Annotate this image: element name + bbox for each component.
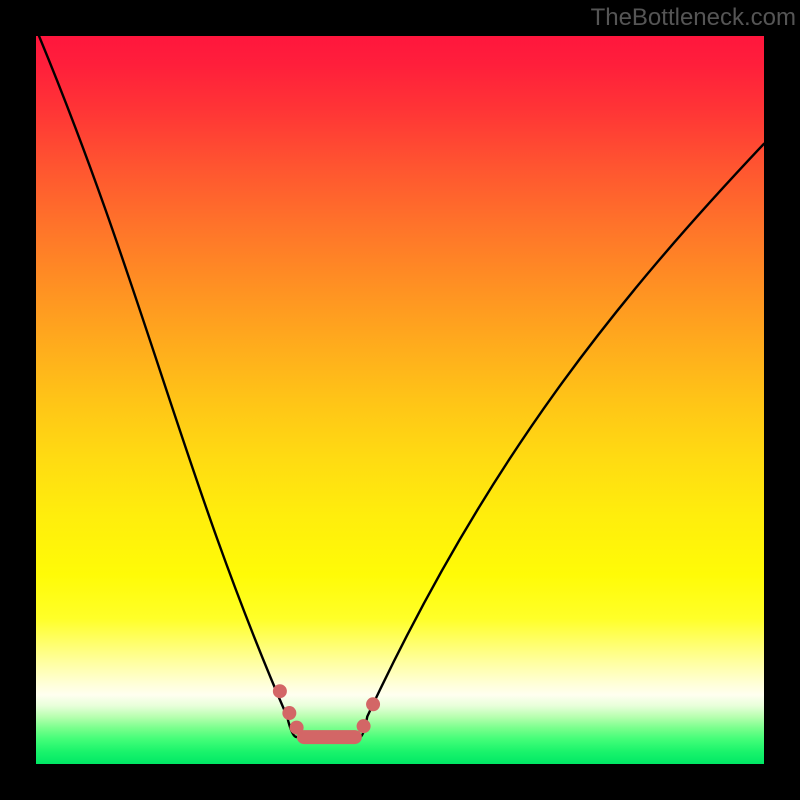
- valley-marker: [273, 684, 380, 737]
- bottleneck-curve: [36, 36, 764, 764]
- plot-area: [36, 36, 764, 764]
- watermark-text: TheBottleneck.com: [591, 4, 796, 32]
- canvas: TheBottleneck.com: [0, 0, 800, 800]
